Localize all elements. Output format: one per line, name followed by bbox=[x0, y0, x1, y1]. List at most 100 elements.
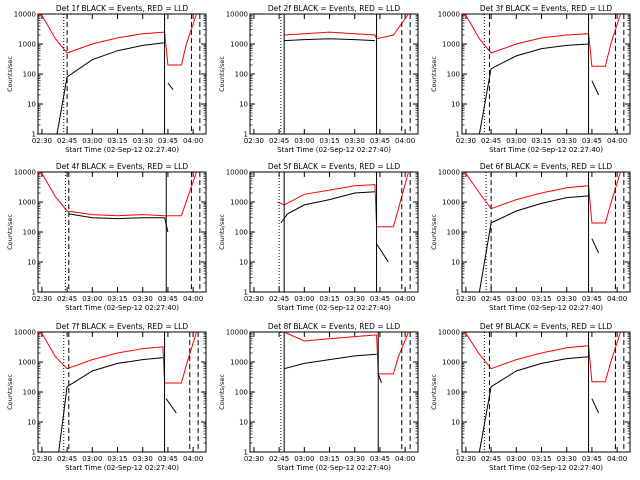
lld-series-line bbox=[277, 171, 409, 228]
x-tick-label: 03:45 bbox=[582, 295, 602, 303]
y-axis-label: Counts/sec bbox=[6, 374, 14, 410]
y-tick-label: 1 bbox=[244, 289, 248, 297]
x-tick-label: 02:30 bbox=[456, 455, 476, 463]
x-tick-label: 03:00 bbox=[506, 295, 526, 303]
y-tick-label: 100 bbox=[447, 229, 460, 237]
events-series-line bbox=[478, 43, 589, 135]
x-tick-label: 03:00 bbox=[294, 295, 314, 303]
y-tick-label: 100 bbox=[23, 389, 36, 397]
x-tick-label: 03:00 bbox=[294, 455, 314, 463]
y-tick-label: 1 bbox=[32, 131, 36, 139]
events-series-line bbox=[376, 243, 389, 263]
y-tick-label: 1 bbox=[456, 131, 460, 139]
x-tick-label: 02:45 bbox=[269, 455, 289, 463]
y-tick-label: 10 bbox=[27, 419, 36, 427]
events-series-line bbox=[591, 80, 600, 96]
x-axis-label: Start Time (02-Sep-12 02:27:40) bbox=[489, 146, 603, 154]
lld-series-line bbox=[460, 13, 621, 67]
chart-title: Det 1f BLACK = Events, RED = LLD bbox=[56, 4, 189, 13]
plot-frame bbox=[461, 13, 631, 135]
x-tick-label: 03:15 bbox=[107, 295, 127, 303]
chart-panel-4: Det 4f BLACK = Events, RED = LLD 1 10 100 10… bbox=[6, 162, 207, 312]
events-series-line bbox=[478, 195, 589, 293]
x-tick-label: 03:15 bbox=[531, 137, 551, 145]
y-tick-label: 100 bbox=[235, 389, 248, 397]
events-series-line bbox=[167, 82, 174, 91]
lld-series-line bbox=[36, 331, 197, 384]
y-tick-label: 10 bbox=[27, 101, 36, 109]
y-tick-label: 1 bbox=[32, 449, 36, 457]
events-series-line bbox=[591, 398, 600, 414]
chart-panel-8: Det 8f BLACK = Events, RED = LLD 1 10 100 10… bbox=[218, 322, 419, 472]
y-tick-label: 1000 bbox=[18, 359, 36, 367]
x-tick-label: 03:15 bbox=[107, 137, 127, 145]
chart-panel-6: Det 6f BLACK = Events, RED = LLD 1 10 100 10… bbox=[430, 162, 631, 312]
x-tick-label: 04:00 bbox=[183, 295, 203, 303]
y-tick-label: 10000 bbox=[14, 11, 36, 19]
x-tick-label: 04:00 bbox=[607, 455, 627, 463]
x-tick-label: 03:15 bbox=[531, 455, 551, 463]
x-tick-label: 03:00 bbox=[506, 137, 526, 145]
y-tick-label: 10000 bbox=[438, 11, 460, 19]
x-tick-label: 02:45 bbox=[481, 295, 501, 303]
chart-panel-7: Det 7f BLACK = Events, RED = LLD 1 10 100 10… bbox=[6, 322, 207, 472]
x-tick-label: 03:30 bbox=[345, 455, 365, 463]
x-tick-label: 04:00 bbox=[183, 137, 203, 145]
x-tick-label: 03:30 bbox=[133, 455, 153, 463]
y-tick-label: 10000 bbox=[14, 169, 36, 177]
x-tick-label: 03:30 bbox=[345, 295, 365, 303]
x-tick-label: 03:45 bbox=[582, 455, 602, 463]
x-tick-label: 04:00 bbox=[395, 455, 415, 463]
x-tick-label: 03:30 bbox=[345, 137, 365, 145]
x-tick-label: 03:30 bbox=[557, 295, 577, 303]
lld-series-line bbox=[36, 171, 197, 217]
y-tick-label: 100 bbox=[447, 389, 460, 397]
y-tick-label: 10 bbox=[451, 101, 460, 109]
lld-series-line bbox=[284, 13, 409, 40]
chart-title: Det 4f BLACK = Events, RED = LLD bbox=[56, 162, 189, 171]
x-tick-label: 02:45 bbox=[57, 295, 77, 303]
plot-frame bbox=[37, 171, 207, 293]
x-tick-label: 02:45 bbox=[269, 137, 289, 145]
plot-frame bbox=[37, 331, 207, 453]
x-tick-label: 04:00 bbox=[183, 455, 203, 463]
x-tick-label: 02:45 bbox=[57, 137, 77, 145]
x-tick-label: 03:15 bbox=[319, 295, 339, 303]
x-tick-label: 02:45 bbox=[57, 455, 77, 463]
x-tick-label: 04:00 bbox=[395, 137, 415, 145]
x-tick-label: 03:30 bbox=[557, 455, 577, 463]
y-tick-label: 1000 bbox=[18, 199, 36, 207]
events-series-line bbox=[58, 357, 163, 453]
chart-title: Det 7f BLACK = Events, RED = LLD bbox=[56, 322, 189, 331]
x-tick-label: 02:45 bbox=[481, 455, 501, 463]
chart-panel-9: Det 9f BLACK = Events, RED = LLD 1 10 100 10… bbox=[430, 322, 631, 472]
y-tick-label: 1000 bbox=[18, 41, 36, 49]
y-tick-label: 1000 bbox=[230, 199, 248, 207]
y-axis-label: Counts/sec bbox=[6, 56, 14, 92]
plot-frame bbox=[461, 171, 631, 293]
y-tick-label: 1 bbox=[244, 131, 248, 139]
chart-panel-5: Det 5f BLACK = Events, RED = LLD 1 10 100 10… bbox=[218, 162, 419, 312]
y-axis-label: Counts/sec bbox=[218, 56, 226, 92]
plot-frame bbox=[249, 331, 419, 453]
x-tick-label: 02:30 bbox=[244, 295, 264, 303]
plot-frame bbox=[461, 331, 631, 453]
chart-panel-2: Det 2f BLACK = Events, RED = LLD 1 10 100 10… bbox=[218, 4, 419, 154]
x-tick-label: 03:30 bbox=[133, 137, 153, 145]
y-tick-label: 10000 bbox=[14, 329, 36, 337]
x-tick-label: 03:15 bbox=[319, 137, 339, 145]
y-axis-label: Counts/sec bbox=[430, 214, 438, 250]
x-tick-label: 03:00 bbox=[82, 295, 102, 303]
y-tick-label: 1 bbox=[32, 289, 36, 297]
lld-series-line bbox=[460, 171, 621, 224]
x-axis-label: Start Time (02-Sep-12 02:27:40) bbox=[277, 464, 391, 472]
y-tick-label: 1000 bbox=[442, 359, 460, 367]
y-tick-label: 10 bbox=[451, 259, 460, 267]
y-tick-label: 100 bbox=[23, 71, 36, 79]
chart-title: Det 5f BLACK = Events, RED = LLD bbox=[268, 162, 401, 171]
y-tick-label: 10 bbox=[239, 101, 248, 109]
y-tick-label: 10000 bbox=[438, 169, 460, 177]
events-series-line bbox=[377, 373, 383, 384]
chart-title: Det 8f BLACK = Events, RED = LLD bbox=[268, 322, 401, 331]
